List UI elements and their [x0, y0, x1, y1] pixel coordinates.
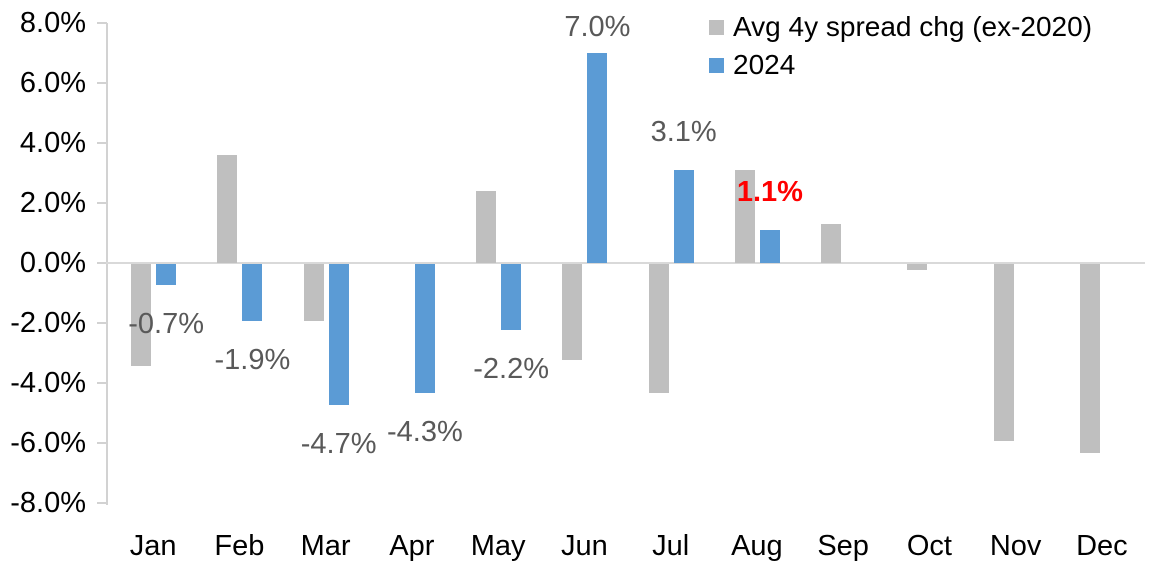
data-label-aug: 1.1% — [736, 176, 803, 208]
y-axis-tick-label: 0.0% — [19, 247, 86, 279]
legend-swatch-gray-icon — [709, 19, 724, 35]
y-axis-line — [106, 23, 108, 505]
data-label-jan: -0.7% — [128, 308, 204, 340]
x-axis-label-jun: Jun — [560, 530, 608, 562]
x-axis-label-mar: Mar — [300, 530, 351, 562]
x-axis-label-feb: Feb — [214, 530, 265, 562]
data-label-jun: 7.0% — [564, 11, 631, 43]
bar-avg-mar — [303, 264, 324, 321]
bar-avg-dec — [1079, 264, 1100, 453]
x-axis-label-sep: Sep — [817, 530, 869, 562]
bar-avg-may — [476, 191, 497, 263]
x-axis-label-nov: Nov — [989, 530, 1042, 562]
y-axis-tick-label: 2.0% — [19, 187, 86, 219]
bar-avg-aug — [734, 170, 755, 263]
y-axis-tick-label: -6.0% — [10, 427, 86, 459]
bar-avg-jul — [648, 264, 669, 393]
data-label-feb: -1.9% — [214, 344, 291, 376]
bar-2024-apr — [414, 264, 435, 393]
legend-label-2024: 2024 — [733, 49, 796, 80]
y-axis-tick-mark — [97, 82, 107, 84]
bar-2024-jul — [673, 170, 694, 263]
legend: Avg 4y spread chg (ex-2020) 2024 — [709, 8, 1092, 84]
x-axis-label-dec: Dec — [1076, 530, 1128, 562]
bar-avg-oct — [907, 264, 928, 270]
y-axis-tick-mark — [97, 22, 107, 24]
bar-avg-sep — [821, 224, 842, 263]
bar-2024-aug — [759, 230, 780, 263]
legend-swatch-blue-icon — [709, 57, 724, 73]
y-axis-tick-mark — [97, 382, 107, 384]
bar-2024-may — [501, 264, 522, 330]
y-axis-tick-label: -8.0% — [10, 487, 86, 519]
bar-2024-jun — [587, 53, 608, 263]
y-axis-tick-label: -2.0% — [10, 307, 86, 339]
y-axis-tick-mark — [97, 262, 107, 264]
x-axis-label-jan: Jan — [129, 530, 177, 562]
x-axis-label-jul: Jul — [652, 530, 690, 562]
bar-avg-jun — [562, 264, 583, 360]
x-axis-label-oct: Oct — [906, 530, 952, 562]
data-label-may: -2.2% — [473, 353, 549, 385]
data-label-mar: -4.7% — [300, 428, 377, 460]
y-axis-tick-mark — [97, 322, 107, 324]
x-axis-label-apr: Apr — [389, 530, 435, 562]
bar-avg-nov — [993, 264, 1014, 441]
y-axis-tick-mark — [97, 202, 107, 204]
y-axis-tick-label: 6.0% — [19, 67, 86, 99]
legend-item-2024: 2024 — [709, 46, 1092, 84]
data-label-apr: -4.3% — [386, 416, 463, 448]
legend-label-avg: Avg 4y spread chg (ex-2020) — [733, 11, 1093, 42]
y-axis-tick-mark — [97, 142, 107, 144]
x-axis-label-may: May — [470, 530, 526, 562]
y-axis-tick-label: 4.0% — [19, 127, 86, 159]
bar-2024-jan — [156, 264, 177, 285]
x-axis-label-aug: Aug — [731, 530, 783, 562]
y-axis-tick-label: -4.0% — [10, 367, 86, 399]
bar-avg-jan — [131, 264, 152, 366]
legend-item-avg: Avg 4y spread chg (ex-2020) — [709, 8, 1092, 46]
bar-avg-feb — [217, 155, 238, 263]
data-label-jul: 3.1% — [650, 116, 717, 148]
y-axis-tick-mark — [97, 502, 107, 504]
bar-2024-mar — [328, 264, 349, 405]
y-axis-tick-label: 8.0% — [19, 7, 86, 39]
zero-gridline — [106, 262, 1145, 264]
y-axis-tick-mark — [97, 442, 107, 444]
bar-2024-feb — [242, 264, 263, 321]
